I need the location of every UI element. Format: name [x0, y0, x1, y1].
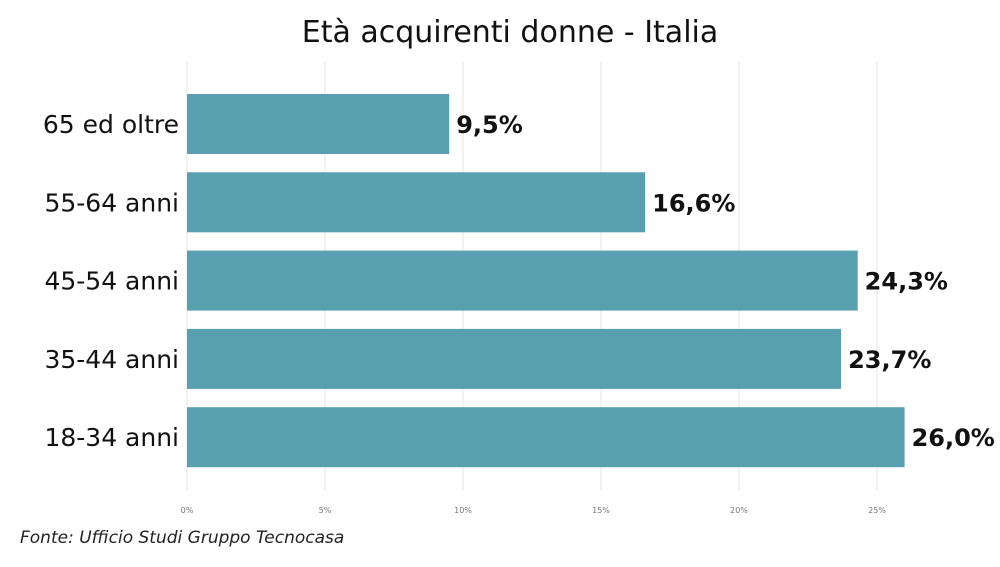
x-tick-label: 25% [868, 506, 886, 515]
data-label: 26,0% [912, 424, 995, 452]
data-label: 16,6% [652, 189, 735, 217]
data-label: 9,5% [456, 111, 523, 139]
bar [187, 407, 905, 468]
bar [187, 172, 646, 233]
category-label: 55-64 anni [44, 188, 179, 217]
x-tick-label: 0% [181, 506, 194, 515]
bar [187, 328, 842, 389]
data-label: 24,3% [865, 268, 948, 296]
category-label: 65 ed oltre [43, 110, 179, 139]
category-label: 35-44 anni [44, 345, 179, 374]
bar [187, 94, 450, 154]
bar [187, 250, 858, 311]
data-label: 23,7% [848, 346, 931, 374]
chart-title: Età acquirenti donne - Italia [302, 15, 719, 50]
category-label: 18-34 anni [44, 423, 179, 452]
source-note: Fonte: Ufficio Studi Gruppo Tecnocasa [20, 528, 345, 548]
category-label: 45-54 anni [44, 267, 179, 296]
x-tick-label: 10% [454, 506, 472, 515]
x-tick-label: 20% [730, 506, 748, 515]
x-tick-label: 5% [319, 506, 332, 515]
x-tick-label: 15% [592, 506, 610, 515]
